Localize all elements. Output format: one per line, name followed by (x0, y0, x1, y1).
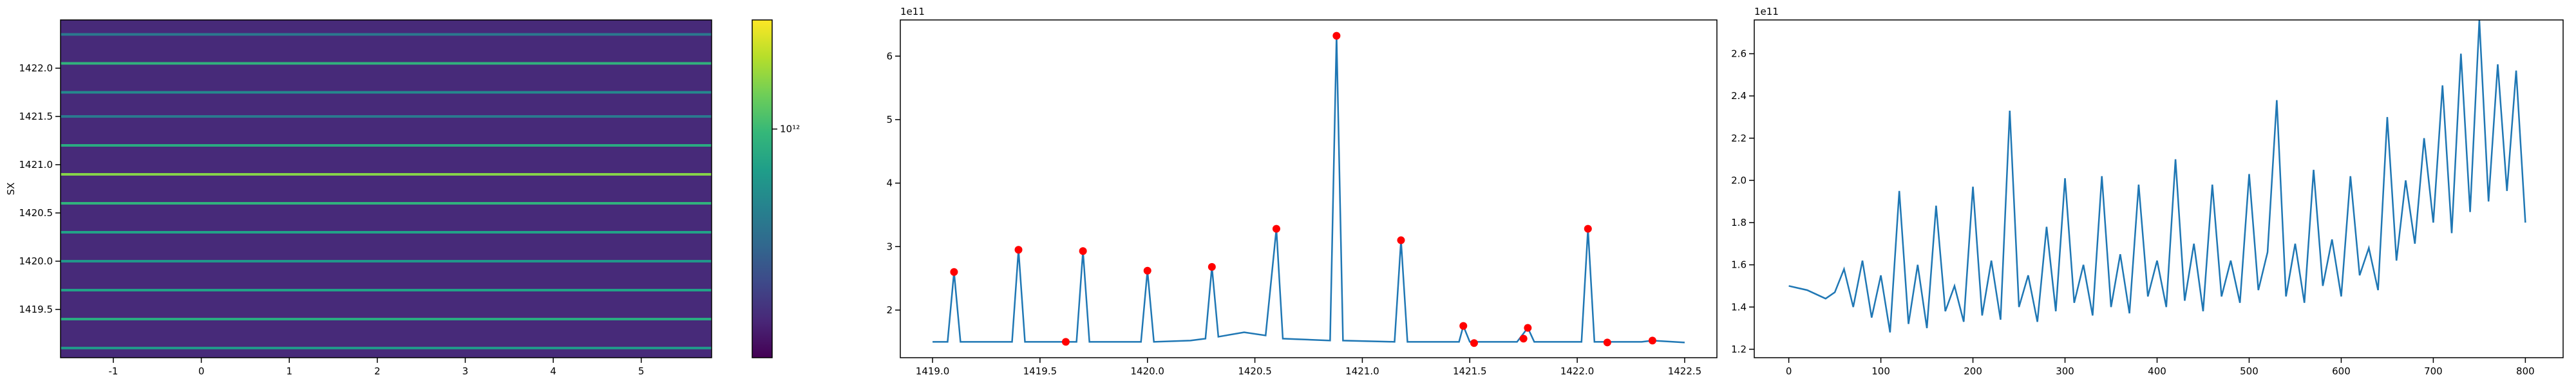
y-axis-label: SX (5, 183, 17, 196)
y-tick-label: 2.4 (1731, 90, 1747, 102)
heatmap-stripe (61, 347, 712, 349)
heatmap-stripe (61, 91, 712, 94)
y-tick-label: 1.8 (1731, 217, 1747, 228)
peak-marker (1584, 225, 1592, 233)
heatmap-stripe (61, 318, 712, 320)
x-tick-label: 1419.0 (916, 365, 950, 377)
x-tick-label: 4 (550, 365, 556, 377)
x-tick-label: 5 (638, 365, 645, 377)
peak-marker (1272, 225, 1280, 233)
heatmap-stripe (61, 202, 712, 205)
heatmap-background (61, 20, 712, 358)
peak-marker (1208, 262, 1216, 271)
x-tick-label: 3 (462, 365, 469, 377)
x-tick-label: 500 (2240, 365, 2259, 377)
y-tick-label: 1.4 (1731, 301, 1747, 313)
x-tick-label: 0 (198, 365, 205, 377)
heatmap-stripe (61, 144, 712, 147)
heatmap-stripe (61, 173, 712, 176)
y-tick-label: 2.6 (1731, 48, 1747, 60)
x-tick-label: -1 (108, 365, 118, 377)
peak-marker (1470, 339, 1478, 347)
x-tick-label: 0 (1786, 365, 1792, 377)
x-tick-label: 1 (286, 365, 292, 377)
heatmap-stripe (61, 115, 712, 118)
peak-marker (1014, 246, 1023, 254)
peak-marker (950, 268, 958, 276)
x-tick-label: 1422.0 (1560, 365, 1595, 377)
peak-marker (1332, 32, 1341, 40)
axes-frame (1754, 19, 2564, 358)
y-tick-label: 1.2 (1731, 344, 1747, 355)
peak-marker (1603, 338, 1611, 347)
offset-label: 1e11 (1754, 6, 1779, 17)
y-tick-label: 1419.5 (19, 304, 53, 315)
y-tick-label: 1421.0 (19, 159, 53, 170)
x-tick-label: 1419.5 (1023, 365, 1057, 377)
y-tick-label: 3 (886, 241, 893, 252)
x-tick-label: 2 (374, 365, 381, 377)
peak-marker (1061, 338, 1070, 346)
peak-marker (1648, 336, 1656, 345)
axes-frame (900, 19, 1718, 358)
y-tick-label: 1420.5 (19, 207, 53, 219)
heatmap-stripe (61, 289, 712, 291)
heatmap-stripe (61, 260, 712, 262)
y-tick-label: 2 (886, 304, 893, 316)
x-tick-label: 600 (2332, 365, 2351, 377)
y-tick-label: 2.0 (1731, 174, 1747, 186)
peak-marker (1143, 266, 1151, 275)
peak-marker (1079, 247, 1087, 255)
y-tick-label: 6 (886, 50, 893, 62)
y-tick-label: 5 (886, 114, 893, 125)
x-tick-label: 100 (1871, 365, 1890, 377)
peak-marker (1519, 335, 1528, 343)
x-tick-label: 700 (2424, 365, 2443, 377)
y-tick-label: 2.2 (1731, 133, 1747, 144)
peak-marker (1459, 322, 1468, 330)
y-tick-label: 1.6 (1731, 259, 1747, 271)
x-tick-label: 1420.0 (1130, 365, 1164, 377)
x-tick-label: 1421.0 (1345, 365, 1379, 377)
heatmap-stripe (61, 231, 712, 234)
y-tick-label: 1422.0 (19, 62, 53, 74)
heatmap-stripe (61, 33, 712, 36)
y-tick-label: 4 (886, 178, 893, 189)
x-tick-label: 1422.5 (1668, 365, 1702, 377)
heatmap-stripe (61, 62, 712, 65)
y-tick-label: 1421.5 (19, 111, 53, 122)
line-series (933, 35, 1685, 344)
y-tick-label: 1420.0 (19, 255, 53, 267)
offset-label: 1e11 (900, 6, 925, 17)
x-tick-label: 200 (1964, 365, 1982, 377)
x-tick-label: 400 (2148, 365, 2166, 377)
line-series (1788, 19, 2526, 333)
peak-marker (1524, 324, 1532, 332)
colorbar-tick-label: 10¹² (780, 124, 800, 135)
x-tick-label: 800 (2516, 365, 2535, 377)
peak-marker (1397, 236, 1405, 244)
colorbar (752, 19, 773, 358)
x-tick-label: 1421.5 (1453, 365, 1487, 377)
axes-frame (60, 19, 712, 358)
x-tick-label: 1420.5 (1238, 365, 1272, 377)
x-tick-label: 300 (2056, 365, 2074, 377)
